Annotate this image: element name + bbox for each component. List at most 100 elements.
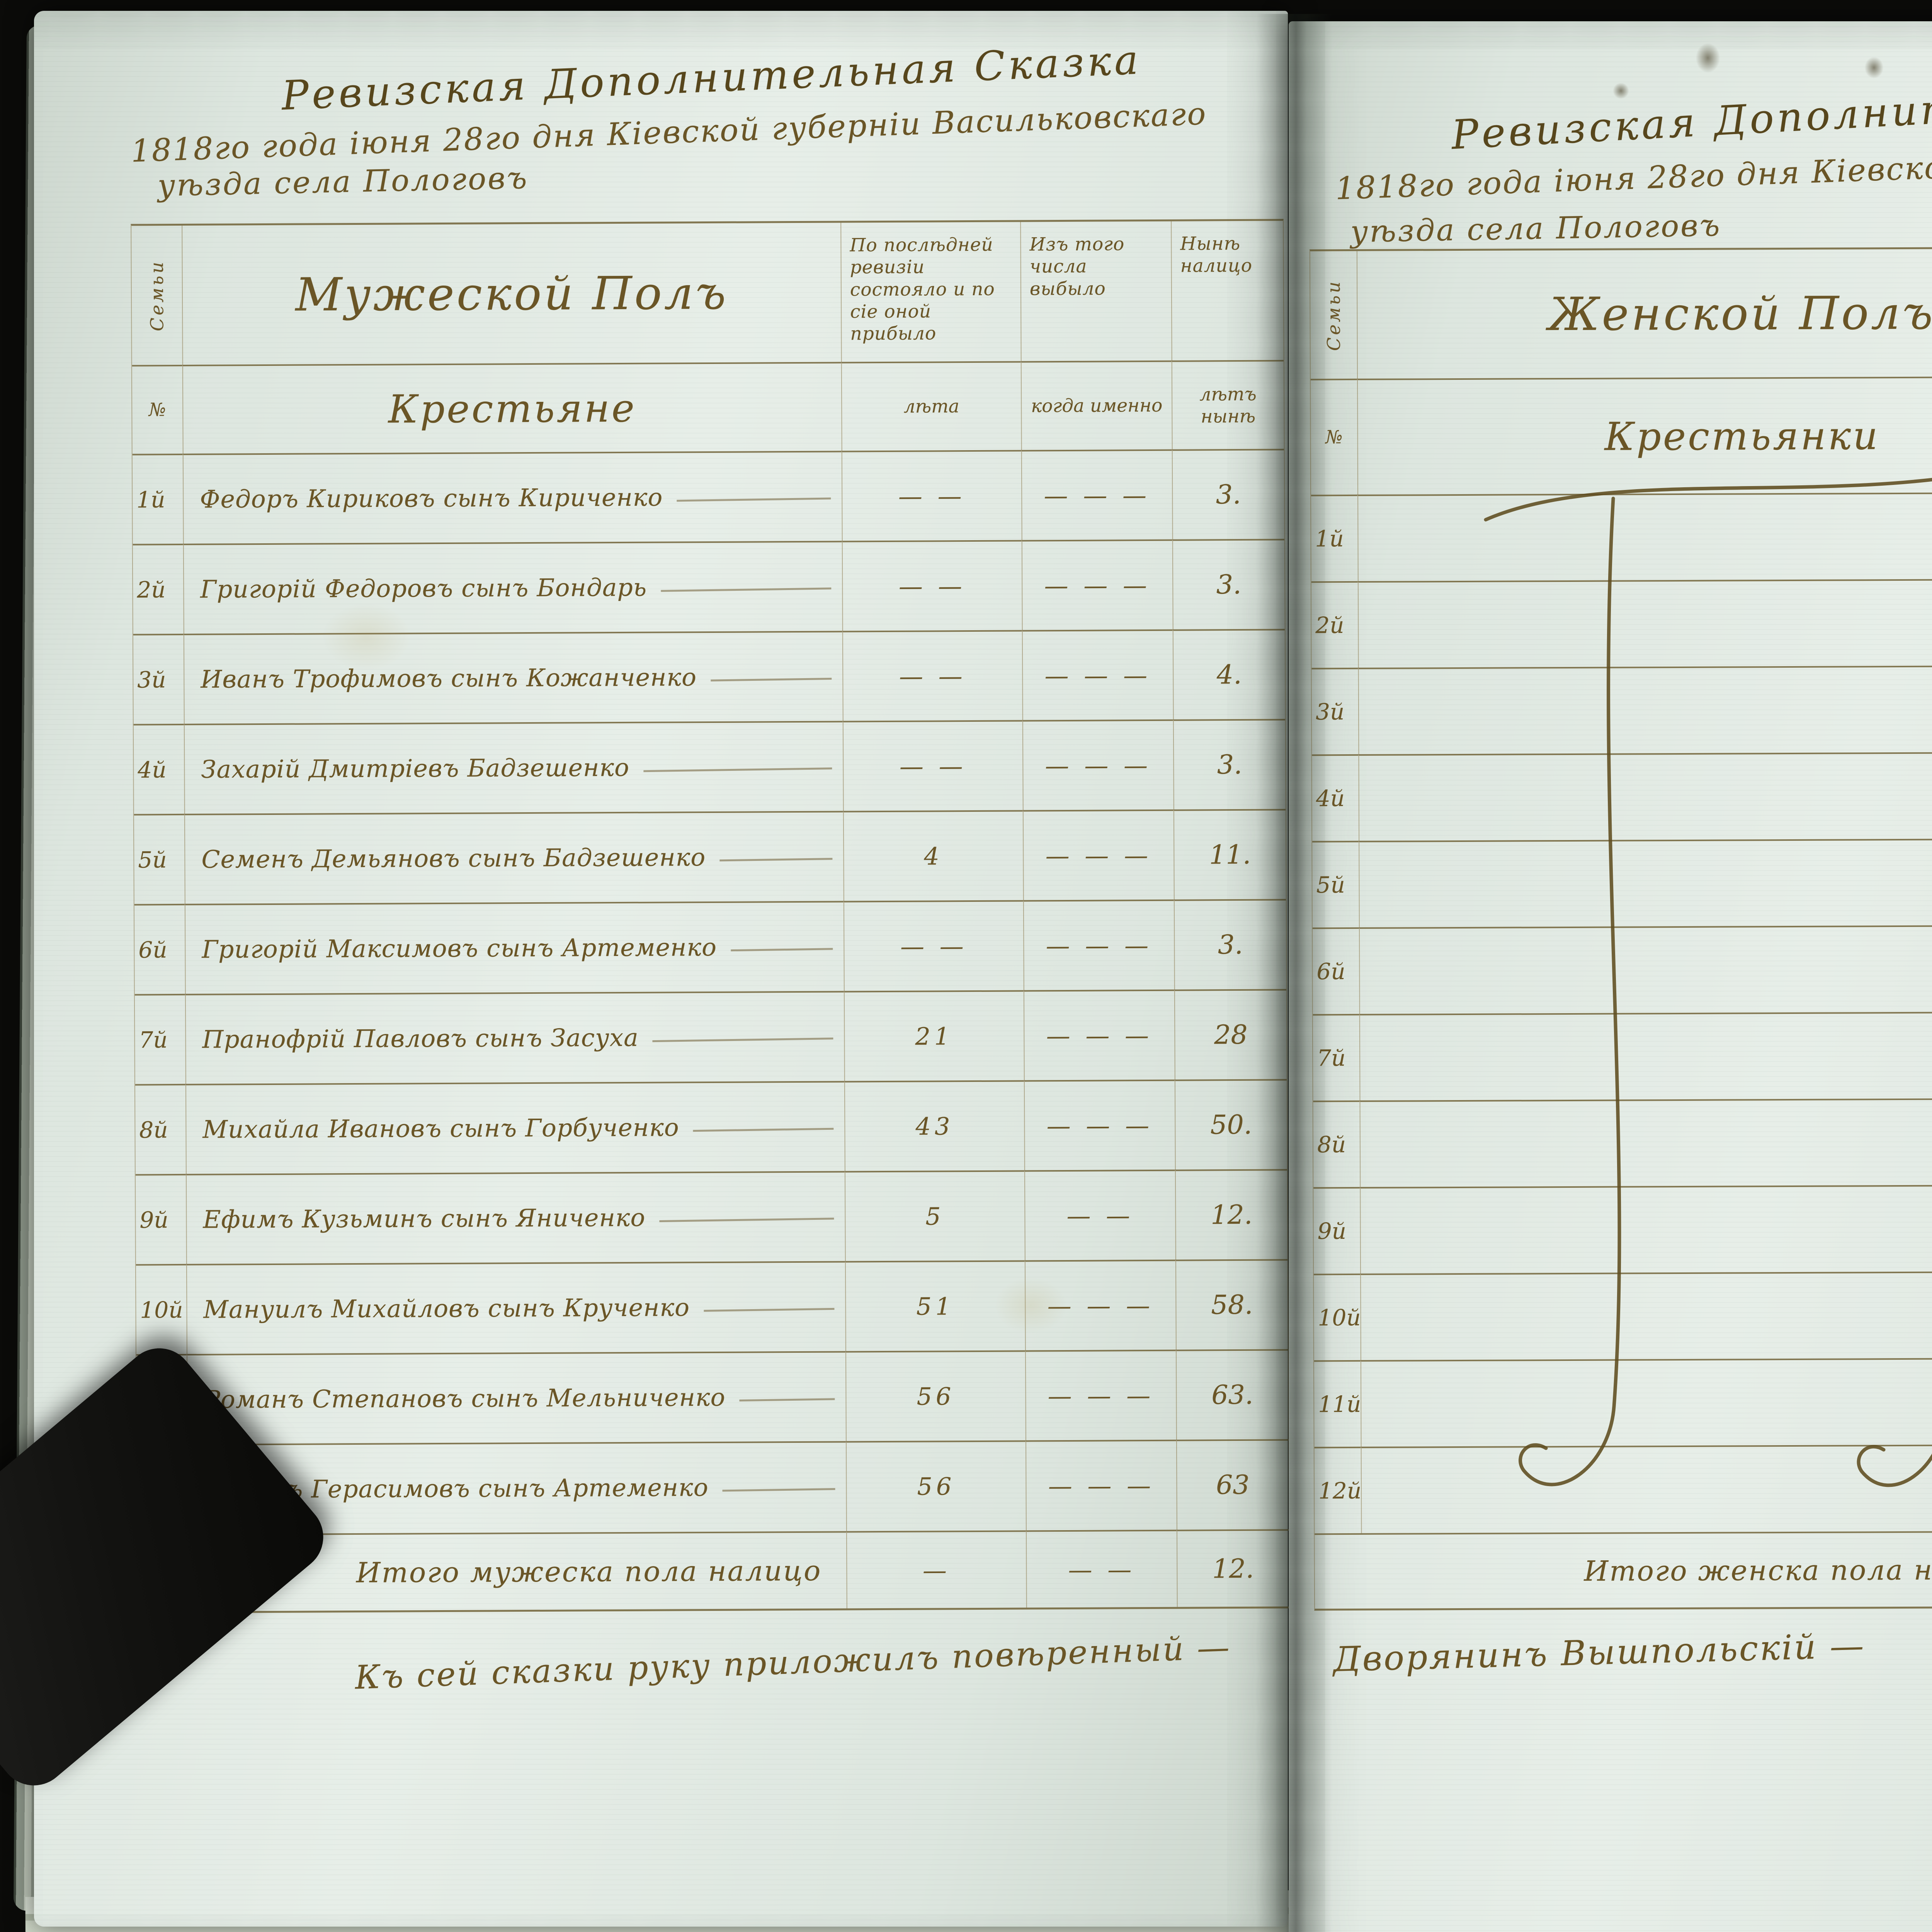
- row-number: 9й: [1313, 1187, 1360, 1274]
- person-name-text: Мануилъ Михайловъ сынъ Крученко: [203, 1293, 690, 1323]
- current-age: 12.: [1175, 1169, 1287, 1259]
- left-page: Ревизская Дополнительная Сказка 1818го г…: [34, 11, 1288, 1927]
- col-male-header: Мужеской Полъ: [182, 223, 841, 365]
- row-number: 8й: [1313, 1100, 1360, 1187]
- current-age: 63.: [1176, 1349, 1288, 1439]
- departed-mark: — — —: [1022, 719, 1173, 810]
- ditto-dash: [653, 1037, 833, 1042]
- person-name-text: Иванъ Трофимовъ сынъ Кожанченко: [201, 663, 697, 694]
- col-now-present-header: Нынѣ налицо: [1171, 221, 1284, 361]
- prev-revision-age: — —: [844, 900, 1024, 991]
- ink-blot: [1861, 52, 1888, 83]
- prev-revision-age: — —: [842, 540, 1022, 631]
- left-title-line3: уѣзда села Пологовъ: [157, 161, 529, 203]
- departed-mark: — —: [1024, 1170, 1175, 1260]
- person-name: Григорій Федоровъ сынъ Бондарь: [183, 541, 842, 634]
- current-age: 50.: [1175, 1079, 1287, 1169]
- row-number: 9й: [136, 1174, 186, 1264]
- prev-revision-age: 56: [846, 1440, 1026, 1531]
- empty-name-cell: [1357, 492, 1932, 581]
- paper-stain: [981, 1267, 1081, 1344]
- departed-mark: — — —: [1026, 1440, 1177, 1531]
- row-number: 2й: [1311, 581, 1358, 668]
- empty-name-cell: [1358, 665, 1932, 754]
- current-age: 28: [1174, 989, 1287, 1079]
- col-departed-header: Изъ того числа выбыло: [1020, 221, 1172, 361]
- row-number: 11й: [1314, 1360, 1361, 1447]
- person-name-text: Романъ Степановъ сынъ Мельниченко: [204, 1383, 725, 1414]
- departed-mark: — — —: [1023, 810, 1174, 900]
- left-footer-attestation: Къ сей сказки руку приложилъ повѣренный …: [354, 1628, 1231, 1696]
- row-number: 8й: [135, 1084, 186, 1174]
- col-number-symbol: №: [132, 365, 183, 454]
- row-number: 7й: [135, 994, 185, 1084]
- current-age: 3.: [1172, 449, 1284, 539]
- person-name: Мануилъ Михайловъ сынъ Крученко: [186, 1261, 845, 1354]
- ditto-dash: [731, 948, 833, 951]
- person-name-text: Григорій Максимовъ сынъ Артеменко: [202, 933, 717, 964]
- male-total-departed: — —: [1026, 1530, 1177, 1608]
- row-number: 4й: [1312, 754, 1359, 841]
- empty-name-cell: [1358, 578, 1932, 668]
- empty-name-cell: [1360, 1271, 1932, 1360]
- ditto-dash: [693, 1128, 834, 1132]
- empty-name-cell: [1360, 1184, 1932, 1274]
- person-name: Захарій Дмитріевъ Бадзешенко: [184, 721, 843, 813]
- person-name-text: Пранофрій Павловъ сынъ Засуха: [202, 1024, 639, 1054]
- col-female-header: Женской Полъ: [1357, 248, 1932, 379]
- ditto-dash: [659, 1218, 834, 1222]
- row-number: 6й: [1313, 927, 1359, 1014]
- person-name-text: Федоръ Кириковъ сынъ Кириченко: [200, 483, 663, 514]
- current-age: 63: [1176, 1439, 1289, 1529]
- person-name: Пранофрій Павловъ сынъ Засуха: [185, 991, 844, 1083]
- person-name: Романъ Степановъ сынъ Мельниченко: [187, 1351, 846, 1444]
- person-name-text: Михайла Ивановъ сынъ Горбученко: [202, 1113, 679, 1143]
- departed-mark: — — —: [1024, 990, 1175, 1080]
- empty-name-cell: [1361, 1444, 1932, 1533]
- col-prev-revision-header: По послѣдней ревизіи состояло и по сіе о…: [840, 222, 1021, 362]
- female-total-label: Итого женска пола налицо — —: [1315, 1531, 1932, 1609]
- row-number: 4й: [134, 724, 184, 814]
- person-name-text: Семенъ Демьяновъ сынъ Бадзешенко: [201, 843, 706, 874]
- col-number-symbol: №: [1311, 379, 1357, 495]
- book-scan: Ревизская Дополнительная Сказка 1818го г…: [0, 0, 1932, 1932]
- empty-name-cell: [1360, 1098, 1932, 1187]
- col-years-subheader: лѣтъ нынѣ: [1172, 360, 1284, 449]
- person-name: Михайла Ивановъ сынъ Горбученко: [185, 1081, 845, 1173]
- ditto-dash: [704, 1308, 834, 1312]
- current-age: 4.: [1173, 629, 1285, 719]
- departed-mark: — — —: [1022, 629, 1173, 720]
- row-number: 7й: [1313, 1014, 1360, 1100]
- current-age: 3.: [1174, 899, 1286, 989]
- prev-revision-age: — —: [842, 630, 1022, 721]
- ink-blot: [1690, 37, 1725, 79]
- ditto-dash: [677, 498, 831, 502]
- row-number: 10й: [1314, 1274, 1361, 1360]
- empty-name-cell: [1358, 752, 1932, 841]
- current-age: 3.: [1172, 539, 1285, 629]
- col-when-subheader: когда именно: [1021, 361, 1172, 450]
- right-title-line3: уѣзда села Пологовъ: [1350, 208, 1721, 250]
- person-name: Иванъ Трофимовъ сынъ Кожанченко: [184, 631, 843, 724]
- person-name: Семенъ Демьяновъ сынъ Бадзешенко: [184, 811, 844, 903]
- ditto-dash: [661, 587, 831, 592]
- person-name: Ефимъ Кузьминъ сынъ Яниченко: [186, 1171, 845, 1264]
- current-age: 3.: [1173, 719, 1286, 810]
- col-prev-subheader: лѣта: [841, 361, 1021, 451]
- empty-name-cell: [1361, 1357, 1932, 1447]
- prev-revision-age: 4: [843, 810, 1023, 901]
- prev-revision-age: 5: [845, 1170, 1025, 1261]
- right-title-line1: Ревизская Дополнительная Сказка: [1450, 66, 1932, 158]
- departed-mark: — — —: [1024, 1080, 1175, 1170]
- prev-revision-age: — —: [843, 720, 1023, 811]
- row-number: 1й: [1311, 495, 1358, 581]
- row-number: 12й: [1315, 1447, 1361, 1533]
- prev-revision-age: 21: [844, 990, 1024, 1081]
- col-peasant-women-subheader: Крестьянки: [1357, 376, 1932, 495]
- row-number: 5й: [134, 814, 185, 904]
- person-name-text: Григорій Федоровъ сынъ Бондарь: [200, 573, 647, 604]
- col-families-header: Семьи: [131, 226, 182, 365]
- right-footer-signature: Дворянинъ Вышпольскій —: [1333, 1626, 1866, 1679]
- person-name: Григорій Максимовъ сынъ Артеменко: [185, 901, 844, 993]
- empty-name-cell: [1359, 838, 1932, 927]
